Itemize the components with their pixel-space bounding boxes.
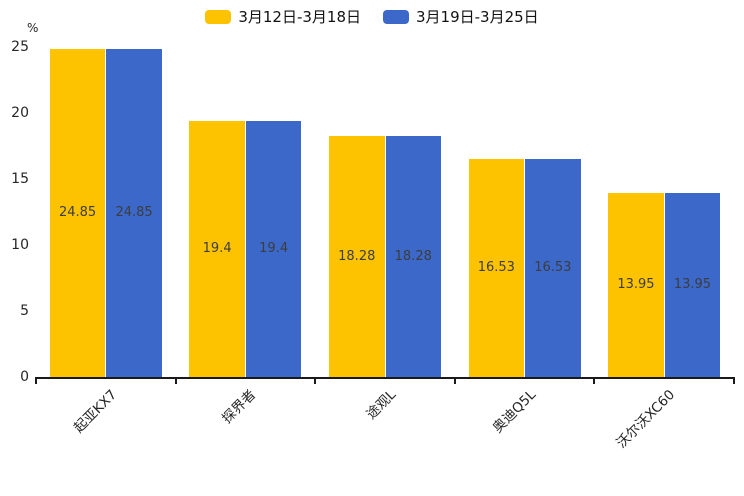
bar-series2-4: 16.53 [525,158,581,377]
x-axis-category-label: 探界者 [219,386,260,427]
bar-series1-1: 24.85 [49,48,106,377]
bar-value-label: 13.95 [673,277,712,293]
x-axis-line [35,377,735,379]
bar-value-label: 18.28 [338,248,376,264]
x-axis-category-label: 奥迪Q5L [489,386,539,437]
bar-value-label: 24.85 [58,205,97,221]
y-axis-unit-label: % [27,21,39,35]
legend-swatch-yellow-icon [205,9,232,24]
bar-series2-5: 13.95 [664,192,721,377]
x-axis-tick [593,379,596,384]
legend: 3月12日-3月18日 3月19日-3月25日 [0,6,744,27]
bar-value-label: 16.53 [534,260,572,276]
bar-series1-3: 18.28 [329,135,385,377]
bar-series1-5: 13.95 [608,192,664,377]
y-axis-tick-label: 25 [11,39,29,55]
x-axis-tick [453,379,456,384]
bar-value-label: 19.4 [202,241,232,257]
y-axis-tick-label: 10 [11,237,29,253]
bar-value-label: 16.53 [477,260,515,276]
bar-series1-2: 19.4 [189,120,245,377]
legend-label-series2: 3月19日-3月25日 [416,8,539,26]
legend-swatch-blue-icon [383,9,409,24]
y-axis-tick-label: 5 [20,303,29,319]
x-axis-category-label: 途观L [363,386,400,423]
y-axis-tick-label: 15 [11,171,29,187]
bar-value-label: 18.28 [394,248,432,264]
x-axis-category-label: 沃尔沃XC60 [613,386,679,452]
y-axis-tick-label: 20 [11,105,29,121]
legend-item-series1[interactable]: 3月12日-3月18日 [205,6,361,27]
bar-value-label: 13.95 [617,277,655,293]
bar-value-label: 19.4 [259,241,289,257]
y-axis-tick-label: 0 [20,369,29,385]
x-axis-category-label: 起亚KX7 [70,386,120,437]
x-axis-tick [35,379,37,384]
bar-value-label: 24.85 [115,205,153,221]
x-axis-tick [174,379,177,384]
legend-label-series1: 3月12日-3月18日 [238,8,361,26]
bar-series2-2: 19.4 [245,120,302,377]
x-axis-tick [733,379,735,384]
bar-series1-4: 16.53 [468,158,525,377]
legend-item-series2[interactable]: 3月19日-3月25日 [383,6,539,27]
bar-series2-3: 18.28 [385,135,441,377]
x-axis-tick [314,379,317,384]
bar-series2-1: 24.85 [106,48,162,377]
